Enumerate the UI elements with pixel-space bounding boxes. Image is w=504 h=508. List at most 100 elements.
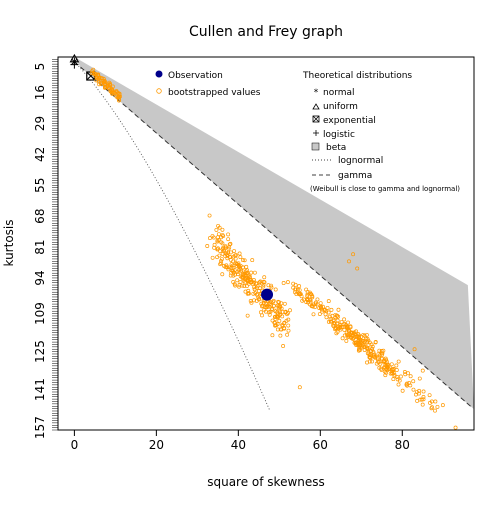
bootstrap-point xyxy=(255,292,260,297)
bootstrap-point xyxy=(421,395,426,399)
bootstrap-point xyxy=(96,72,101,77)
bootstrap-point xyxy=(402,370,407,374)
bootstrap-point xyxy=(324,315,329,320)
bootstrap-point xyxy=(339,325,344,330)
bootstrap-point xyxy=(420,402,425,407)
bootstrap-point xyxy=(322,308,327,313)
bootstrap-point xyxy=(368,353,373,358)
legend: Observation bootstrapped values Theoreti… xyxy=(155,70,460,193)
bootstrap-point xyxy=(231,265,236,270)
bootstrap-point xyxy=(354,342,359,347)
bootstrap-point xyxy=(411,387,416,392)
bootstrap-point xyxy=(233,283,238,288)
bootstrap-point xyxy=(211,235,216,240)
bootstrap-point xyxy=(215,255,220,260)
legend-exponential-marker xyxy=(312,115,320,123)
bootstrap-point xyxy=(406,371,411,376)
legend-beta-label: beta xyxy=(326,143,346,153)
bootstrap-point xyxy=(281,281,286,285)
bootstrap-point xyxy=(236,261,241,266)
bootstrap-point xyxy=(281,344,286,348)
bootstrap-point xyxy=(346,320,350,325)
bootstrap-point xyxy=(97,82,102,87)
bootstrap-point xyxy=(396,359,401,364)
bootstrap-point xyxy=(266,304,271,309)
bootstrap-point xyxy=(352,330,357,335)
bootstrap-point xyxy=(345,324,350,329)
legend-exponential-label: exponential xyxy=(323,116,376,126)
bootstrap-point xyxy=(210,255,215,260)
bootstrap-point xyxy=(224,263,229,268)
bootstrap-point xyxy=(269,283,274,288)
bootstrap-point xyxy=(435,404,440,409)
bootstrap-point xyxy=(283,310,288,315)
bootstrap-point xyxy=(226,237,231,242)
bootstrap-point xyxy=(334,331,339,336)
bootstrap-point xyxy=(310,294,315,298)
bootstrap-point xyxy=(248,298,253,303)
x-tick-label: 80 xyxy=(395,438,410,452)
bootstrap-point xyxy=(92,71,97,76)
bootstrap-point xyxy=(373,355,378,360)
bootstrap-point xyxy=(342,333,347,338)
bootstrap-point xyxy=(388,371,393,376)
bootstrap-point xyxy=(262,275,267,280)
bootstrap-point xyxy=(230,263,235,268)
bootstrap-point xyxy=(266,283,271,288)
bootstrap-point xyxy=(285,332,290,337)
bootstrap-point xyxy=(228,250,233,255)
bootstrap-point xyxy=(246,288,251,293)
bootstrap-point xyxy=(304,287,309,292)
bootstrap-point xyxy=(396,382,401,387)
bootstrap-point xyxy=(248,278,253,283)
legend-bootstrap-marker xyxy=(156,88,162,94)
bootstrap-point xyxy=(110,88,115,93)
bootstrap-point xyxy=(355,266,360,271)
bootstrap-point xyxy=(408,383,413,388)
bootstrap-point xyxy=(286,328,291,333)
x-tick-label: 60 xyxy=(313,438,328,452)
bootstrap-point xyxy=(267,312,272,317)
bootstrap-point xyxy=(326,299,331,304)
bootstrap-point xyxy=(400,388,405,393)
observation-point xyxy=(261,288,274,301)
bootstrap-point xyxy=(237,251,242,256)
bootstrap-point xyxy=(245,278,250,283)
bootstrap-point xyxy=(218,248,222,253)
bootstrap-point xyxy=(278,310,282,315)
bootstrap-point xyxy=(259,281,264,286)
legend-gamma-label: gamma xyxy=(338,171,372,181)
bootstrap-point xyxy=(336,307,341,312)
logistic-marker xyxy=(70,60,79,69)
bootstrap-point xyxy=(411,379,416,384)
bootstrap-point xyxy=(99,81,104,86)
bootstrap-point xyxy=(394,363,399,368)
bootstrap-point xyxy=(382,358,387,363)
bootstrap-point xyxy=(249,300,254,305)
bootstrap-point xyxy=(392,372,397,377)
bootstrap-point xyxy=(278,312,283,317)
bootstrap-point xyxy=(363,336,368,341)
bootstrap-point xyxy=(297,385,302,390)
bootstrap-point xyxy=(340,336,345,341)
bootstrap-point xyxy=(244,271,249,276)
bootstrap-point xyxy=(305,294,310,298)
bootstrap-point xyxy=(284,318,289,323)
bootstrap-point xyxy=(293,287,298,292)
bootstrap-point xyxy=(226,247,231,252)
bootstrap-point xyxy=(226,250,231,255)
bootstrap-point xyxy=(243,271,247,276)
bootstrap-point xyxy=(214,227,219,232)
bootstrap-point xyxy=(383,367,388,372)
legend-weibull-note: (Weibull is close to gamma and lognormal… xyxy=(310,185,460,193)
bootstrap-point xyxy=(271,299,275,304)
bootstrap-point xyxy=(325,305,330,310)
bootstrap-point xyxy=(338,325,342,330)
bootstrap-point xyxy=(260,304,264,309)
bootstrap-point xyxy=(207,236,212,241)
bootstrap-point xyxy=(273,320,277,325)
bootstrap-point xyxy=(242,258,247,263)
bootstrap-point xyxy=(270,333,275,338)
bootstrap-point xyxy=(377,348,382,353)
bootstrap-point xyxy=(252,270,257,275)
